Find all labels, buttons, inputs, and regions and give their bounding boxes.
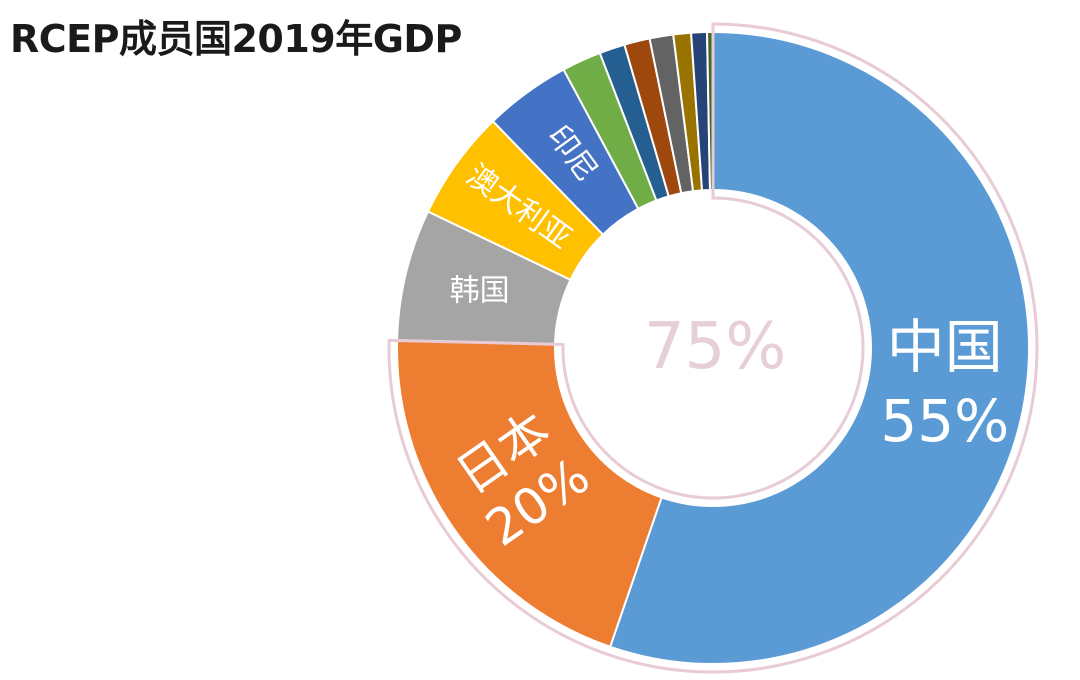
slice-percent-label: 55% [880,387,1009,455]
donut-slices [396,30,1030,665]
highlight-outline [387,22,1039,674]
slice-中国 [608,30,1030,665]
slice-name-label: 中国 [887,313,1003,381]
slice-日本 [396,339,663,649]
center-percentage-label: 75% [644,310,786,384]
chart-title: RCEP成员国2019年GDP [10,17,462,61]
slice-name-label: 韩国 [450,274,510,309]
